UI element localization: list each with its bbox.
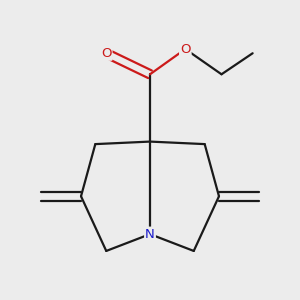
Text: O: O <box>180 43 190 56</box>
Text: O: O <box>101 47 112 60</box>
Text: N: N <box>145 228 155 241</box>
